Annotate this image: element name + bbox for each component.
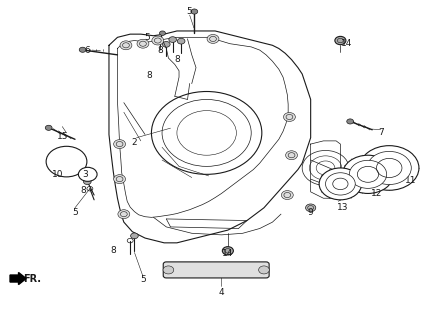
Circle shape: [347, 119, 354, 124]
Text: 5: 5: [72, 208, 78, 217]
Text: 8: 8: [110, 246, 116, 255]
Circle shape: [222, 247, 233, 255]
Text: 12: 12: [371, 189, 382, 198]
Circle shape: [305, 204, 316, 212]
Text: 14: 14: [341, 39, 352, 48]
Text: 7: 7: [378, 128, 383, 137]
Text: 8: 8: [81, 186, 86, 195]
Circle shape: [343, 155, 394, 194]
Circle shape: [325, 173, 355, 195]
Circle shape: [131, 233, 138, 239]
Circle shape: [114, 175, 126, 184]
Circle shape: [162, 42, 170, 47]
Text: 8: 8: [157, 45, 163, 55]
Circle shape: [207, 35, 219, 44]
Text: 9: 9: [308, 208, 314, 217]
Text: 5: 5: [140, 275, 146, 284]
Text: 5: 5: [144, 33, 150, 42]
Circle shape: [79, 47, 86, 52]
Circle shape: [169, 37, 176, 43]
Circle shape: [78, 167, 97, 181]
Text: 8: 8: [174, 55, 180, 64]
Circle shape: [137, 39, 149, 48]
Text: 10: 10: [52, 170, 64, 179]
Circle shape: [191, 9, 198, 14]
Text: 4: 4: [219, 288, 225, 297]
Circle shape: [177, 38, 185, 44]
Circle shape: [367, 151, 411, 185]
Circle shape: [152, 36, 164, 45]
Circle shape: [118, 210, 130, 219]
Circle shape: [349, 160, 387, 188]
Circle shape: [259, 266, 269, 274]
Circle shape: [360, 146, 419, 190]
Text: 2: 2: [132, 138, 137, 147]
Circle shape: [281, 191, 293, 199]
Circle shape: [114, 140, 126, 148]
Circle shape: [285, 151, 297, 160]
Circle shape: [163, 266, 174, 274]
Text: 15: 15: [57, 132, 68, 140]
Circle shape: [335, 36, 346, 45]
Text: 14: 14: [222, 250, 233, 259]
FancyArrow shape: [10, 272, 26, 284]
Circle shape: [319, 168, 362, 200]
Text: 5: 5: [187, 7, 193, 16]
Text: 11: 11: [405, 176, 416, 185]
Circle shape: [45, 125, 52, 130]
Circle shape: [283, 113, 295, 122]
Text: 8: 8: [147, 71, 152, 80]
Circle shape: [159, 31, 165, 36]
Text: 13: 13: [337, 203, 348, 212]
FancyBboxPatch shape: [163, 262, 269, 278]
Circle shape: [83, 179, 91, 185]
Text: 6: 6: [85, 45, 91, 55]
Text: 3: 3: [83, 170, 89, 179]
Text: FR.: FR.: [23, 275, 42, 284]
Circle shape: [46, 146, 87, 177]
Circle shape: [120, 41, 132, 50]
